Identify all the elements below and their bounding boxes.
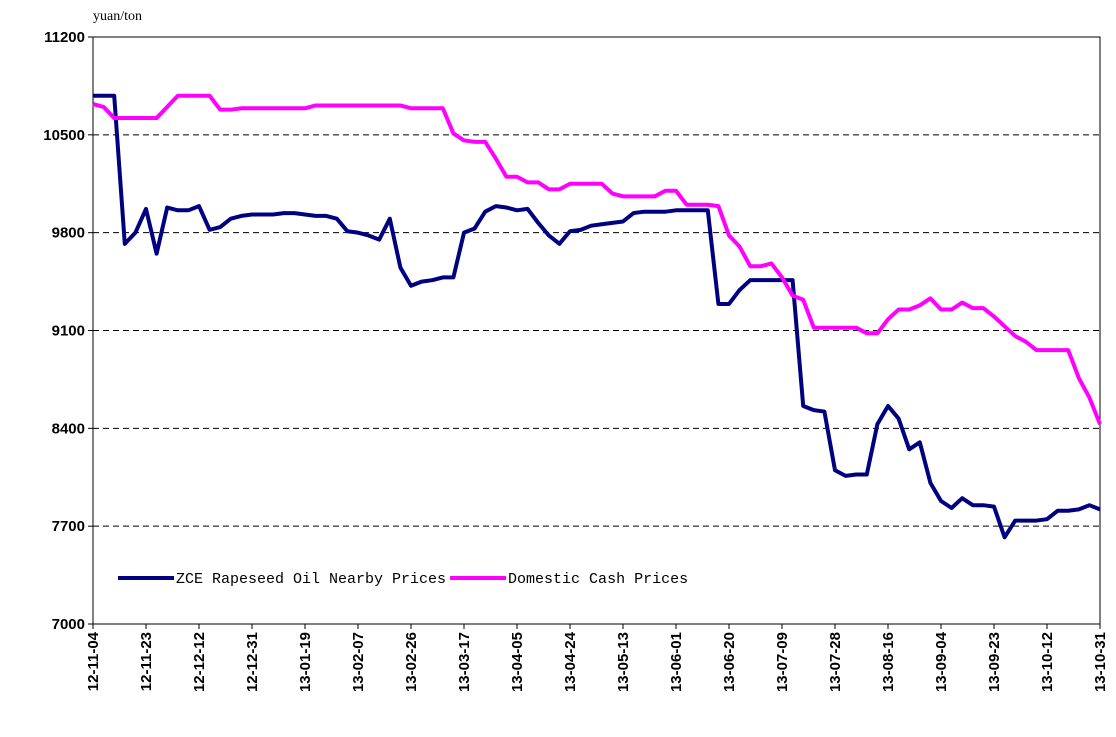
y-tick-label: 7700 (52, 518, 85, 535)
x-tick-label: 13-06-01 (668, 632, 685, 692)
y-tick-label: 11200 (44, 29, 85, 46)
x-tick-label: 13-08-16 (880, 632, 897, 692)
x-tick-label: 13-07-09 (774, 632, 791, 692)
plot-frame (92, 36, 1101, 625)
series-line (93, 93, 1101, 540)
x-tick-label: 13-04-24 (562, 631, 579, 692)
x-tick-label: 12-11-04 (85, 631, 102, 691)
y-tick-label: 9800 (52, 225, 85, 242)
x-tick-label: 13-02-26 (403, 632, 420, 692)
x-tick-label: 12-11-23 (138, 632, 155, 691)
y-tick-label: 8400 (52, 420, 85, 437)
x-tick-label: 13-04-05 (509, 632, 526, 692)
x-tick-label: 13-10-31 (1092, 632, 1109, 692)
x-tick-label: 13-05-13 (615, 632, 632, 692)
y-tick-label: 10500 (43, 127, 85, 144)
legend-label: ZCE Rapeseed Oil Nearby Prices (176, 571, 446, 588)
x-tick-label: 12-12-31 (244, 632, 261, 692)
y-tick-label: 7000 (52, 616, 85, 633)
x-tick-label: 13-06-20 (721, 632, 738, 692)
x-tick-label: 13-07-28 (827, 632, 844, 692)
legend-label: Domestic Cash Prices (508, 571, 688, 588)
x-tick-label: 13-10-12 (1039, 632, 1056, 692)
x-tick-label: 13-09-23 (986, 632, 1003, 692)
series-line (92, 93, 1102, 425)
y-axis-label: yuan/ton (93, 9, 142, 24)
y-tick-label: 9100 (52, 323, 85, 340)
x-tick-label: 12-12-12 (191, 632, 208, 692)
x-tick-label: 13-02-07 (350, 632, 367, 692)
x-tick-label: 13-03-17 (456, 632, 473, 692)
x-tick-label: 13-01-19 (297, 632, 314, 692)
x-tick-label: 13-09-04 (933, 631, 950, 692)
